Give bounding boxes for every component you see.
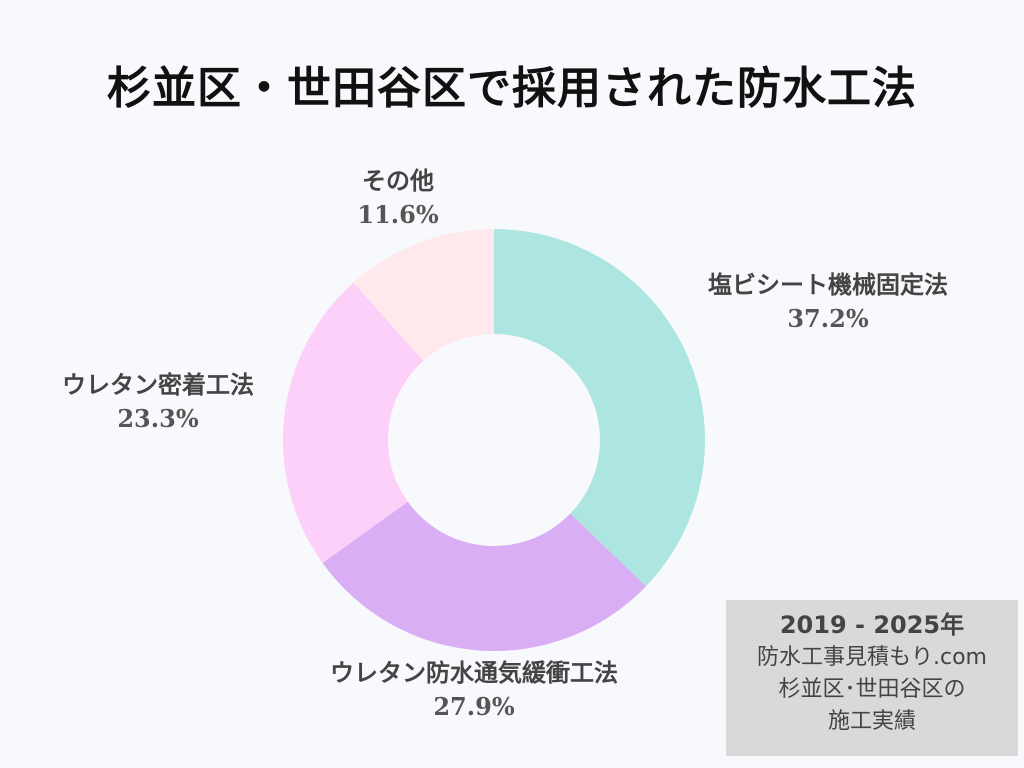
chart-title: 杉並区・世田谷区で採用された防水工法 xyxy=(107,63,917,114)
slice-label-other: その他 11.6% xyxy=(357,164,438,232)
slice-name: その他 xyxy=(361,167,434,195)
slice-percent: 37.2% xyxy=(787,304,869,333)
slice-percent: 23.3% xyxy=(117,404,199,433)
donut-slice-1 xyxy=(322,501,646,651)
source-info-box: 2019 - 2025年 防水工事見積もり.com 杉並区･世田谷区の 施工実績 xyxy=(726,600,1018,756)
donut-slice-2 xyxy=(283,282,424,563)
slice-label-urethane-tsuki: ウレタン防水通気緩衝工法 27.9% xyxy=(330,656,618,724)
slice-name: ウレタン防水通気緩衝工法 xyxy=(330,659,618,687)
donut-slice-3 xyxy=(353,229,494,361)
source-area-text: 杉並区･世田谷区の xyxy=(778,677,966,702)
slice-percent: 11.6% xyxy=(357,200,439,229)
slice-label-urethane-mitchaku: ウレタン密着工法 23.3% xyxy=(62,368,254,436)
donut-slice-0 xyxy=(494,229,706,587)
slice-name: ウレタン密着工法 xyxy=(62,371,254,399)
source-site-text: 防水工事見積もり.com xyxy=(757,645,987,670)
slice-percent: 27.9% xyxy=(433,692,515,721)
period-text: 2019 - 2025年 xyxy=(779,611,965,639)
slice-name: 塩ビシート機械固定法 xyxy=(708,271,948,299)
source-note-text: 施工実績 xyxy=(827,709,916,734)
slice-label-shiobi: 塩ビシート機械固定法 37.2% xyxy=(708,268,948,336)
